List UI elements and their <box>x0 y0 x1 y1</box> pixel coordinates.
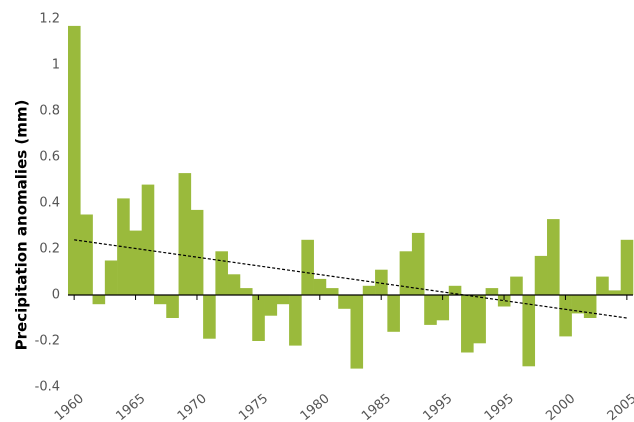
x-tick-label: 2005 <box>605 391 634 422</box>
y-tick-label: 0 <box>52 288 60 303</box>
bar <box>325 288 339 295</box>
bar <box>92 295 106 305</box>
trend-line <box>74 239 627 319</box>
bar <box>559 295 572 337</box>
x-tick-label: 1980 <box>298 391 333 422</box>
bar <box>522 295 536 367</box>
bar <box>461 295 474 353</box>
bar <box>117 198 130 295</box>
x-tick-label: 2000 <box>543 391 578 422</box>
bar <box>497 295 511 307</box>
y-tick-label: 0.4 <box>39 196 60 211</box>
bar <box>203 295 216 339</box>
bar <box>583 295 597 318</box>
bar <box>596 276 609 295</box>
bar <box>375 269 388 295</box>
bar <box>350 295 364 369</box>
bar <box>399 251 413 295</box>
bar <box>362 285 376 295</box>
bar <box>190 209 204 295</box>
bar <box>276 295 290 305</box>
x-tick-label: 1960 <box>52 391 87 422</box>
bar <box>301 239 314 295</box>
bar <box>608 290 622 295</box>
bar <box>153 295 167 305</box>
y-tick-label: 0.6 <box>39 150 60 165</box>
y-tick-label: 1 <box>52 58 60 73</box>
bar <box>215 251 228 295</box>
bar <box>68 25 81 296</box>
bar <box>424 295 437 325</box>
bar <box>473 295 486 344</box>
bar <box>571 295 585 314</box>
bar <box>129 230 142 295</box>
y-tick-label: 1.2 <box>39 12 60 27</box>
bar <box>620 239 634 295</box>
bar <box>485 288 499 295</box>
bar <box>252 295 265 341</box>
x-tick-label: 1995 <box>482 391 517 422</box>
bar <box>448 285 462 295</box>
bar <box>510 276 523 295</box>
bar <box>338 295 351 309</box>
x-tick-label: 1975 <box>236 391 271 422</box>
x-tick-label: 1965 <box>113 391 148 422</box>
x-tick-label: 1995 <box>420 391 455 422</box>
bar <box>289 295 302 346</box>
bar <box>411 232 425 295</box>
bar <box>264 295 278 316</box>
bar <box>141 184 155 295</box>
bar <box>166 295 179 318</box>
bar <box>227 274 241 295</box>
bar <box>387 295 400 332</box>
x-tick-label: 1970 <box>175 391 210 422</box>
bar <box>104 260 118 295</box>
y-axis-label: Precipitation anomalies (mm) <box>13 100 31 351</box>
y-tick-label: -0.2 <box>35 334 60 349</box>
bar <box>239 288 253 295</box>
bar <box>534 255 548 295</box>
y-tick-label: 0.2 <box>39 242 60 257</box>
bar <box>80 214 93 295</box>
bar <box>178 173 192 295</box>
bar <box>313 278 327 295</box>
y-tick-label: -0.4 <box>35 380 60 395</box>
bar <box>436 295 450 321</box>
x-tick-label: 1985 <box>359 391 394 422</box>
bar <box>547 219 560 295</box>
y-tick-label: 0.8 <box>39 104 60 119</box>
